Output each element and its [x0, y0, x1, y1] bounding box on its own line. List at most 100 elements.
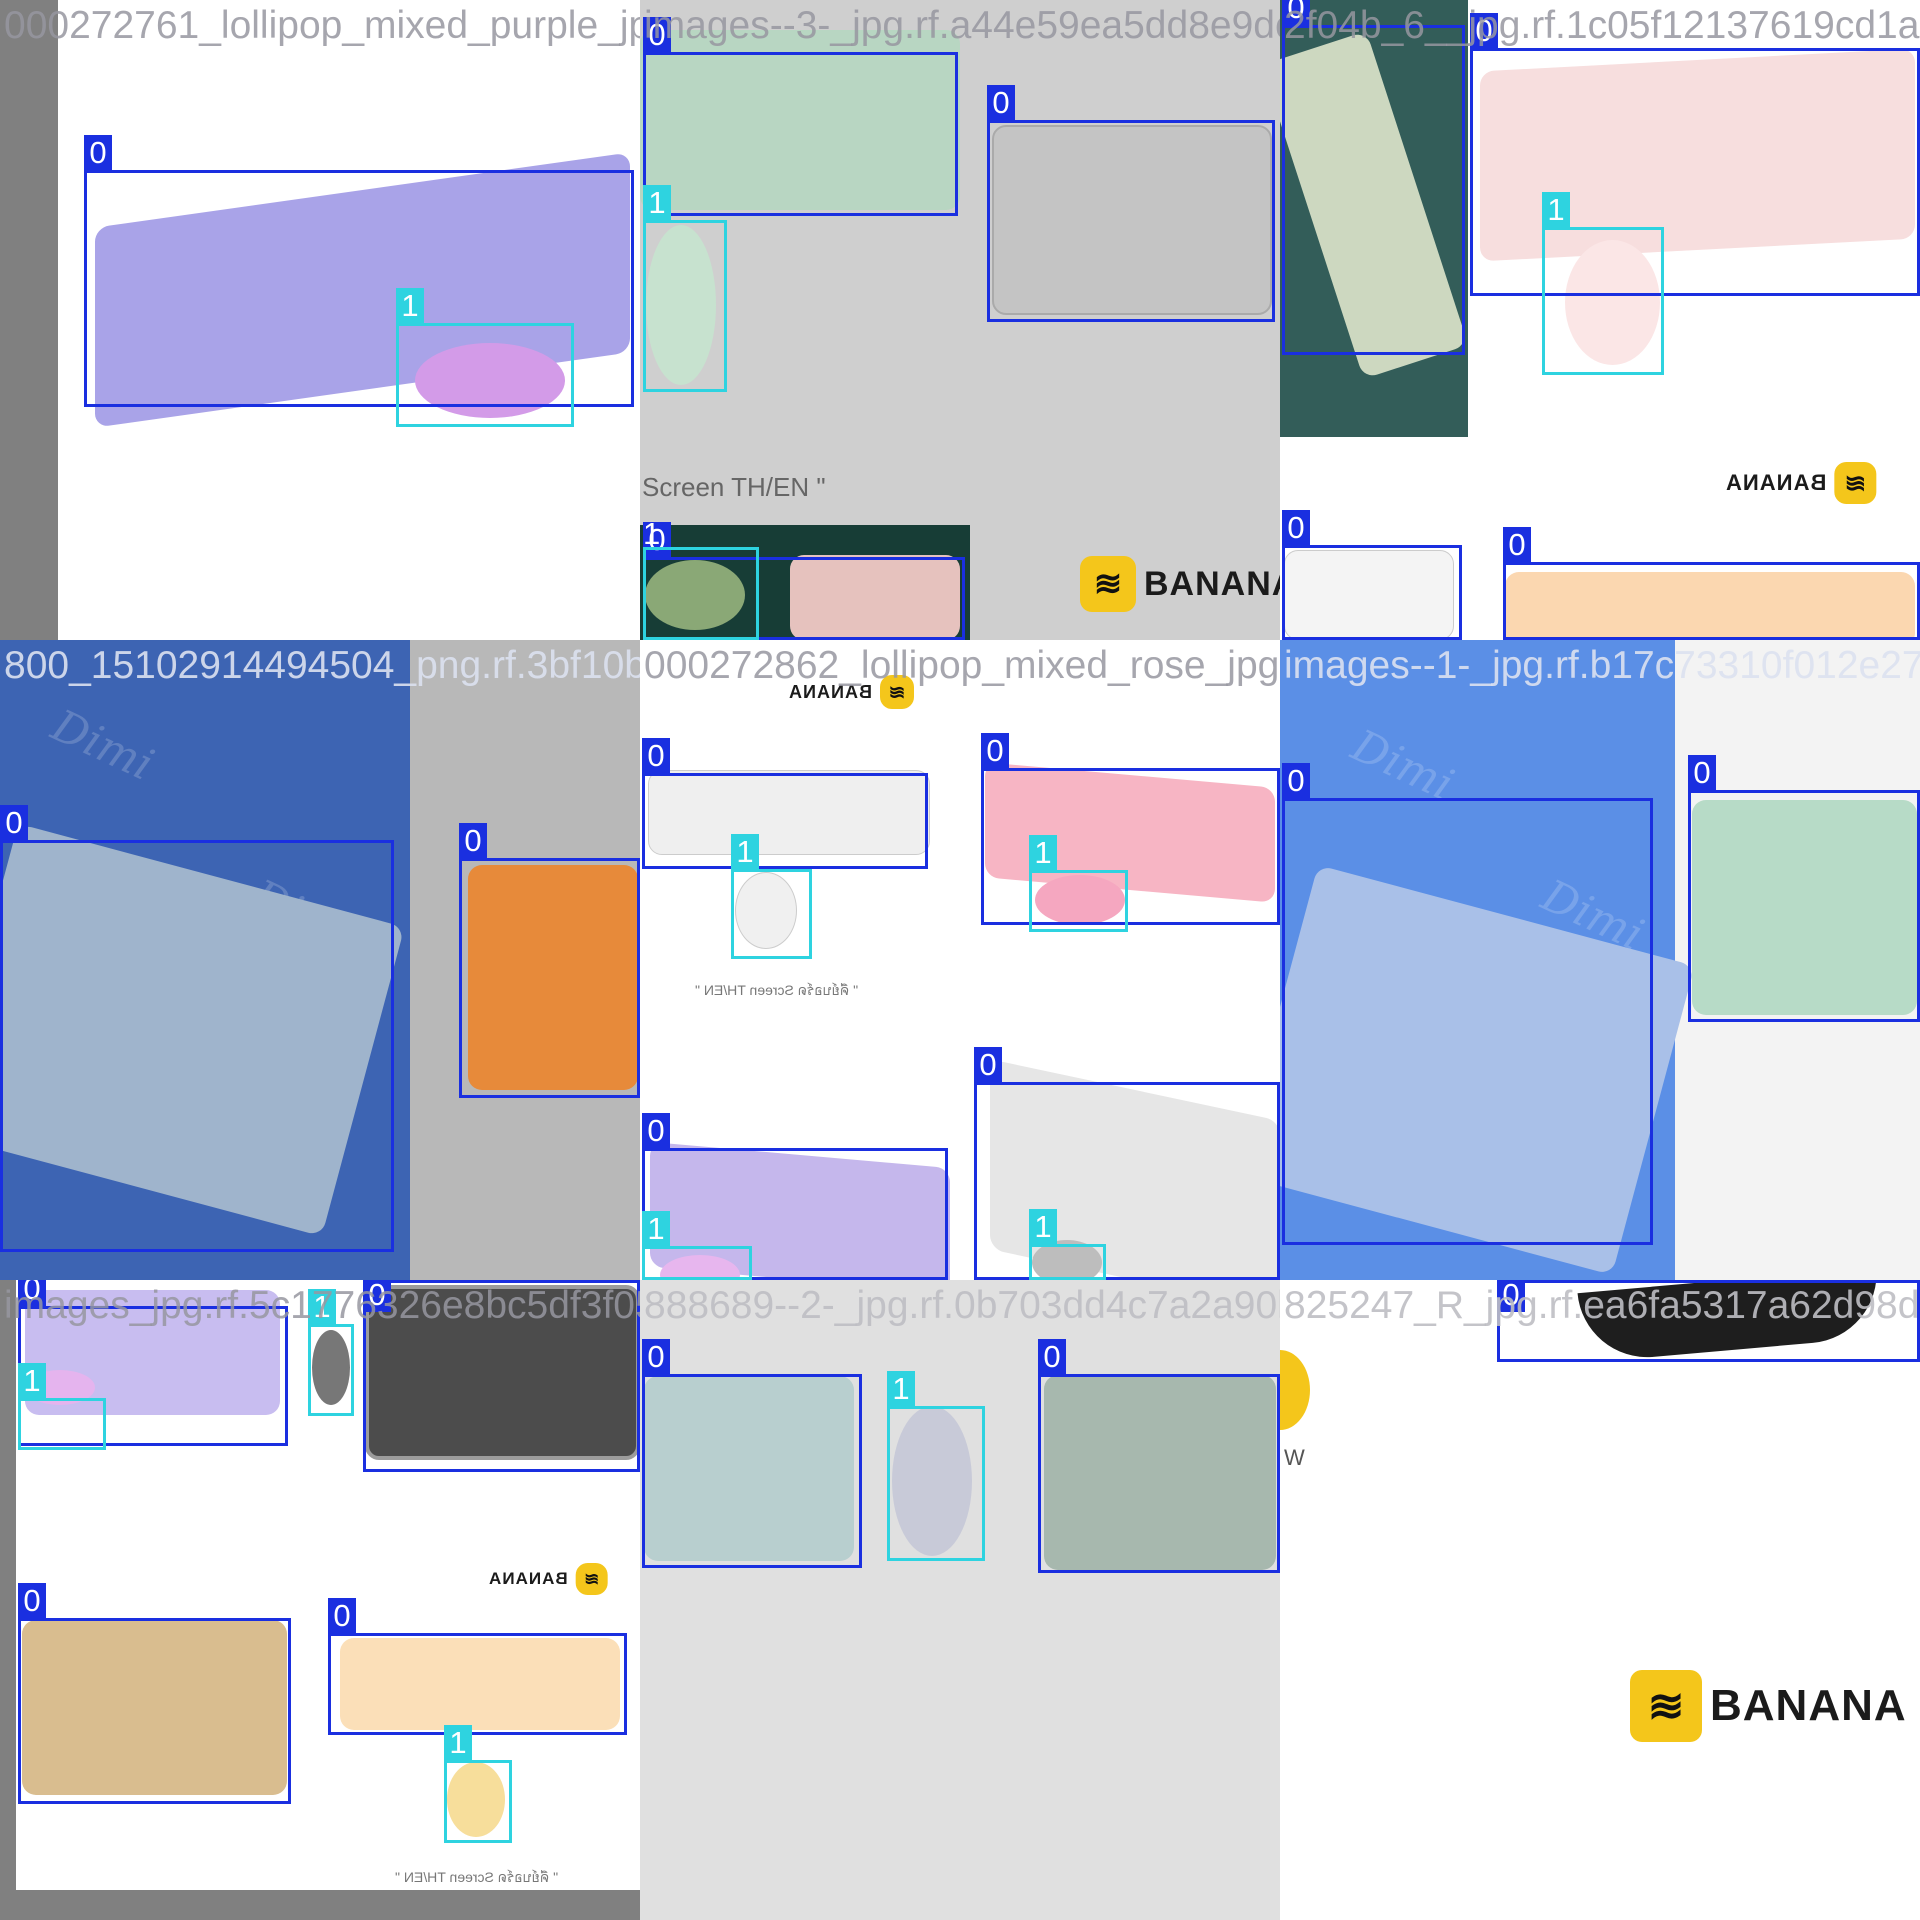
class-label: 0 [0, 805, 28, 840]
detection-box: 0 [459, 823, 640, 1098]
tile-6: Dimi Dimi 0 0 images--1-_jpg.rf.b17c7331… [1280, 640, 1920, 1280]
detection-box: 1 [887, 1371, 985, 1561]
banana-icon: ≋ [1834, 462, 1877, 504]
tile-filename: 2f04b_6__jpg.rf.1c05f12137619cd1ae [1284, 4, 1920, 47]
class-label: 0 [1282, 510, 1310, 545]
keyboard-image [340, 1638, 620, 1730]
detection-box: 0 [18, 1583, 291, 1804]
keyboard-image [1692, 800, 1917, 1015]
class-label: 0 [1282, 763, 1310, 798]
keyboard-image [992, 125, 1272, 315]
side-text: W [1284, 1445, 1305, 1470]
class-label: 0 [84, 135, 112, 170]
keyboard-image [468, 865, 638, 1090]
detection-box: 1 [444, 1725, 512, 1843]
class-label: 1 [1542, 192, 1570, 227]
detection-box: 0 [987, 85, 1275, 322]
class-label: 0 [987, 85, 1015, 120]
mouse-image [1035, 875, 1125, 925]
mouse-image [892, 1406, 972, 1556]
class-label: 1 [1029, 1209, 1057, 1244]
detection-box: 0 [642, 1339, 862, 1568]
tile-1: 0 1 000272761_lollipop_mixed_purple_jpg [0, 0, 640, 640]
detection-box: 1 [731, 834, 812, 959]
mouse-image [1280, 1350, 1310, 1430]
tile-filename: 888689--2-_jpg.rf.0b703dd4c7a2a90b [644, 1284, 1280, 1327]
detection-box: 1 [643, 185, 727, 392]
banana-logo: ≋ BANANA [488, 1563, 608, 1595]
detection-box: 0 [363, 1280, 640, 1472]
detection-box: 0 [981, 733, 1280, 925]
mouse-image [660, 1255, 740, 1280]
detection-box: 0 [1497, 1280, 1920, 1362]
keyboard-image [790, 555, 960, 640]
keyboard-image [1044, 1375, 1276, 1570]
tile-filename: 825247_R_jpg.rf.ea6fa5317a62d98d1 [1284, 1284, 1920, 1327]
class-label: 0 [974, 1047, 1002, 1082]
tile-5: 0 1 0 1 0 1 0 1 " คีย์บอร์ด Screen TH/EN… [640, 640, 1280, 1280]
class-label: 0 [459, 823, 487, 858]
detection-box: 0 [1038, 1339, 1280, 1573]
class-label: 1 [444, 1725, 472, 1760]
class-label: 1 [643, 185, 671, 220]
detection-box: 0 [84, 135, 634, 407]
detection-box: 0 [974, 1047, 1280, 1280]
detection-box: 1 [1542, 192, 1664, 375]
detection-box: 1 [308, 1289, 354, 1416]
mouse-image [447, 1762, 505, 1837]
detection-box: 0 [1282, 763, 1653, 1245]
detection-box: 0 [1282, 0, 1465, 355]
detection-box: 0 [643, 17, 958, 216]
detection-box: 1 [642, 1211, 752, 1280]
class-label: 0 [1470, 13, 1498, 48]
banana-logo: ≋ BANANA [1725, 462, 1877, 504]
tile-filename: 000272761_lollipop_mixed_purple_jpg [4, 4, 640, 47]
keyboard-image [365, 1285, 640, 1460]
detection-box: 0 [642, 738, 928, 869]
detection-box: 0 [1688, 755, 1920, 1022]
mouse-image [1565, 240, 1660, 365]
class-label: 1 [1029, 835, 1057, 870]
class-label: 0 [1497, 1280, 1525, 1312]
class-label: 0 [643, 17, 671, 52]
tile-2: 0 0 1 0 1 Screen TH/EN " ≋ BANANA images… [640, 0, 1280, 640]
mouse-image [646, 225, 716, 385]
detection-box: 1 [1029, 1209, 1106, 1280]
class-label: 0 [328, 1598, 356, 1633]
tile-3: 0 0 1 0 0 ≋ BANANA 2f04b_6__jpg.rf.1c05f… [1280, 0, 1920, 640]
detection-box: 0 [1282, 510, 1462, 640]
class-label: 0 [1282, 0, 1310, 25]
detection-box: 0 [0, 805, 394, 1252]
class-label: 1 [396, 288, 424, 323]
class-label: 1 [642, 1211, 670, 1246]
mouse-image [645, 560, 745, 630]
detection-box: 1 [1029, 835, 1128, 932]
screen-caption: " คีย์บอร์ด Screen TH/EN " [395, 1869, 559, 1885]
mouse-image [312, 1330, 350, 1405]
tile-filename: 000272862_lollipop_mixed_rose_jpg.rf.a1 [644, 644, 1280, 687]
class-label: 0 [18, 1583, 46, 1618]
tile-filename: images--3-_jpg.rf.a44e59ea5dd8e9dc [644, 4, 1280, 47]
tile-7: 0 1 1 0 0 0 1 " คีย์บอร์ด Screen TH/EN "… [0, 1280, 640, 1920]
tile-filename: images--1-_jpg.rf.b17c73310f012e277 [1284, 644, 1920, 687]
class-label: 0 [1503, 527, 1531, 562]
class-label: 1 [18, 1363, 46, 1398]
class-label: 0 [1688, 755, 1716, 790]
banana-icon: ≋ [1630, 1670, 1702, 1742]
keyboard-image [640, 30, 960, 210]
class-label: 1 [731, 834, 759, 869]
keyboard-image [648, 770, 930, 855]
class-label: 0 [1038, 1339, 1066, 1374]
detection-box: 0 [328, 1598, 627, 1735]
screen-caption: " คีย์บอร์ด Screen TH/EN " [695, 982, 859, 998]
class-label: 1 [308, 1289, 336, 1324]
mouse-image [735, 872, 797, 949]
tile-9: W 0 ≋ BANANA 825247_R_jpg.rf.ea6fa5317a6… [1280, 1280, 1920, 1920]
banana-icon: ≋ [1080, 556, 1136, 612]
tile-8: 0 1 0 888689--2-_jpg.rf.0b703dd4c7a2a90b [640, 1280, 1280, 1920]
class-label: 0 [981, 733, 1009, 768]
keyboard-image [1505, 572, 1915, 640]
detection-box: 0 [1470, 13, 1920, 296]
class-label: 1 [887, 1371, 915, 1406]
